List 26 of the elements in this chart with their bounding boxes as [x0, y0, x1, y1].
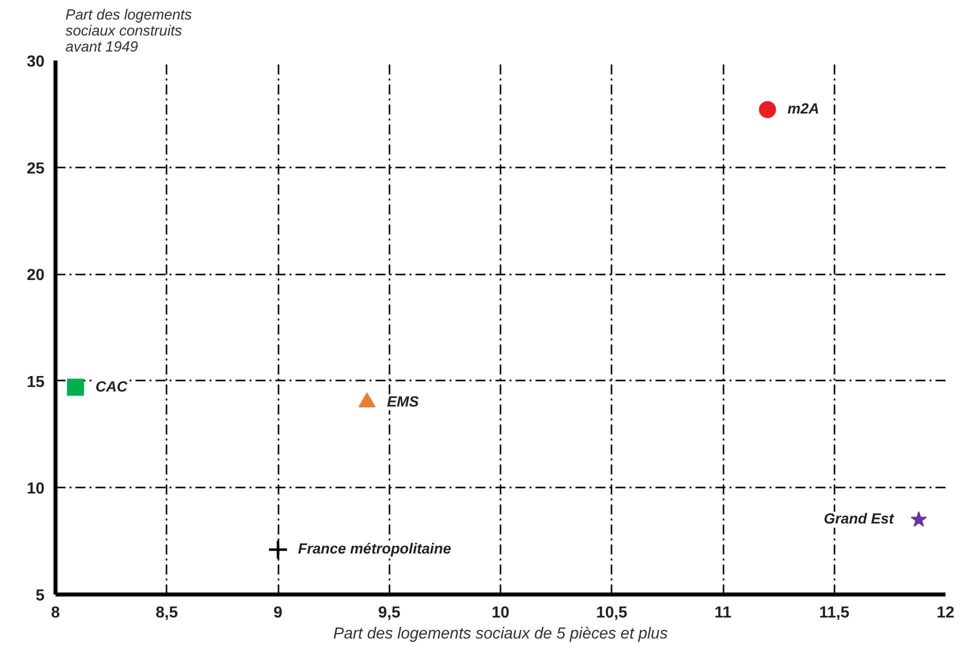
- x-tick-label: 11,5: [819, 604, 850, 622]
- x-tick-label: 10,5: [596, 604, 628, 622]
- y-axis-title: Part des logements sociaux construits avant 1949: [66, 8, 192, 56]
- series-label: Grand Est: [824, 512, 895, 528]
- point: [759, 101, 776, 118]
- x-tick-label: 10: [492, 604, 510, 622]
- y-tick-label: 25: [26, 160, 45, 178]
- y-tick-label: 15: [26, 374, 45, 391]
- series-label: France métropolitaine: [298, 542, 452, 558]
- y-tick-label: 20: [26, 267, 45, 284]
- series-label: m2A: [788, 102, 820, 118]
- point: [268, 539, 288, 560]
- x-tick-label: 11: [714, 604, 732, 622]
- x-axis-title: Part des logements sociaux de 5 pièces et plus: [333, 626, 668, 642]
- series-label: EMS: [387, 394, 419, 410]
- y-tick-label: 10: [26, 480, 45, 498]
- y-tick-label: 5: [36, 588, 45, 604]
- x-tick-label: 8,5: [156, 604, 178, 622]
- x-tick-label: 9,5: [378, 604, 400, 622]
- series-label: CAC: [96, 379, 128, 396]
- x-tick-label: 9: [274, 604, 283, 622]
- y-tick-label: 30: [26, 54, 45, 70]
- point: [67, 378, 84, 396]
- point: [910, 511, 927, 527]
- x-tick-label: 8: [51, 604, 60, 622]
- x-tick-label: 12: [936, 604, 954, 622]
